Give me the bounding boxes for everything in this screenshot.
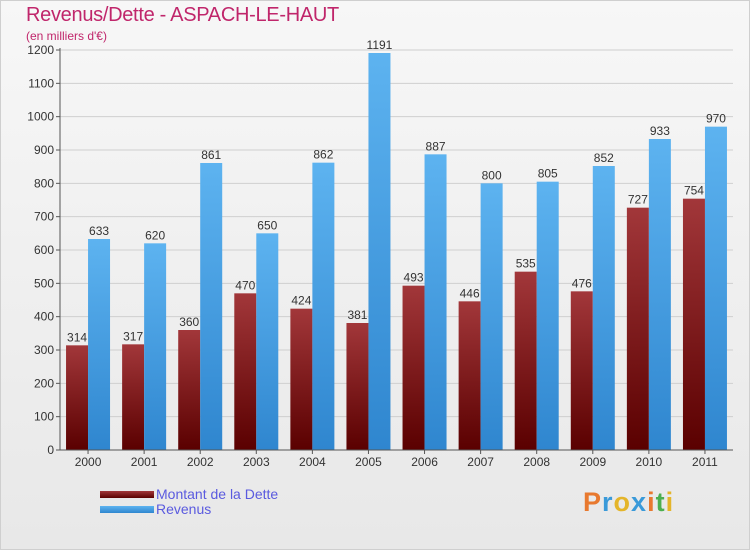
data-label-revenus: 620 — [145, 228, 165, 242]
data-label-revenus: 887 — [426, 139, 446, 153]
data-label-revenus: 861 — [201, 148, 221, 162]
y-tick-label: 600 — [34, 243, 54, 257]
logo-letter: o — [613, 487, 632, 517]
bar-revenus — [368, 53, 391, 450]
data-label-revenus: 800 — [482, 168, 502, 182]
bar-revenus — [480, 183, 503, 451]
bar-dette — [122, 344, 145, 450]
data-label-revenus: 805 — [538, 167, 558, 181]
logo-letter: i — [665, 487, 675, 517]
bar-dette — [234, 293, 257, 450]
bar-dette — [290, 308, 313, 450]
bar-revenus — [200, 163, 223, 450]
chart-subtitle: (en milliers d'€) — [26, 29, 107, 43]
bar-dette — [178, 330, 201, 450]
legend-swatch-dette — [100, 490, 154, 498]
bar-revenus — [648, 139, 671, 450]
y-tick-label: 0 — [47, 443, 54, 457]
data-label-revenus: 970 — [706, 112, 726, 126]
data-label-revenus: 862 — [313, 148, 333, 162]
x-tick-label: 2005 — [355, 455, 382, 469]
bar-dette — [682, 198, 705, 450]
legend-swatch-revenus — [100, 505, 154, 513]
y-tick-label: 1000 — [27, 110, 54, 124]
y-tick-label: 300 — [34, 343, 54, 357]
bar-revenus — [312, 162, 335, 450]
logo-letter: t — [655, 487, 666, 517]
legend-label-revenus: Revenus — [156, 501, 212, 517]
x-tick-label: 2009 — [579, 455, 606, 469]
x-tick-label: 2003 — [243, 455, 270, 469]
y-tick-label: 500 — [34, 276, 54, 290]
bar-dette — [458, 301, 481, 450]
data-label-dette: 754 — [684, 184, 704, 198]
y-tick-label: 100 — [34, 410, 54, 424]
logo-letter: P — [583, 487, 603, 517]
data-label-revenus: 852 — [594, 151, 614, 165]
legend-item-dette: Montant de la Dette — [100, 486, 278, 502]
x-tick-label: 2006 — [411, 455, 438, 469]
chart-title: Revenus/Dette - ASPACH-LE-HAUT — [26, 4, 339, 26]
y-tick-label: 1200 — [27, 43, 54, 57]
logo-letter: x — [631, 487, 648, 517]
bar-dette — [626, 207, 649, 450]
x-tick-label: 2010 — [636, 455, 663, 469]
data-label-dette: 314 — [67, 330, 87, 344]
bar-dette — [66, 345, 89, 450]
x-tick-label: 2007 — [467, 455, 494, 469]
bar-dette — [402, 285, 425, 450]
bar-revenus — [88, 239, 111, 450]
bar-dette — [514, 271, 537, 450]
y-tick-label: 700 — [34, 210, 54, 224]
bar-revenus — [256, 233, 279, 450]
proxiti-logo[interactable]: Proxiti — [583, 487, 674, 518]
data-label-revenus: 933 — [650, 124, 670, 138]
y-tick-label: 200 — [34, 376, 54, 390]
bar-revenus — [424, 154, 447, 451]
data-label-revenus: 633 — [89, 224, 109, 238]
x-tick-label: 2000 — [75, 455, 102, 469]
data-label-dette: 360 — [179, 315, 199, 329]
bar-revenus — [704, 126, 727, 451]
bar-revenus — [592, 166, 615, 450]
data-label-dette: 424 — [291, 294, 311, 308]
bar-dette — [346, 323, 369, 450]
legend-item-revenus: Revenus — [100, 501, 211, 517]
y-tick-label: 900 — [34, 143, 54, 157]
x-tick-label: 2004 — [299, 455, 326, 469]
legend-label-dette: Montant de la Dette — [156, 486, 279, 502]
x-tick-label: 2011 — [692, 455, 718, 469]
data-label-dette: 381 — [347, 308, 367, 322]
bar-revenus — [536, 181, 559, 450]
data-label-dette: 470 — [235, 278, 255, 292]
data-label-dette: 535 — [516, 257, 536, 271]
y-tick-label: 1100 — [28, 76, 54, 90]
y-tick-label: 400 — [34, 310, 54, 324]
logo-letter: r — [602, 487, 614, 517]
data-label-dette: 317 — [123, 329, 143, 343]
data-label-revenus: 650 — [257, 218, 277, 232]
data-label-dette: 446 — [460, 286, 480, 300]
data-label-dette: 727 — [628, 193, 648, 207]
x-tick-label: 2002 — [187, 455, 214, 469]
x-tick-label: 2001 — [131, 455, 158, 469]
logo-letter: i — [647, 487, 656, 517]
y-tick-label: 800 — [34, 176, 54, 190]
bar-revenus — [144, 243, 167, 450]
data-label-dette: 493 — [404, 271, 424, 285]
data-label-dette: 476 — [572, 276, 592, 290]
bar-dette — [570, 291, 593, 450]
x-tick-label: 2008 — [523, 455, 550, 469]
data-label-revenus: 1191 — [367, 38, 393, 52]
